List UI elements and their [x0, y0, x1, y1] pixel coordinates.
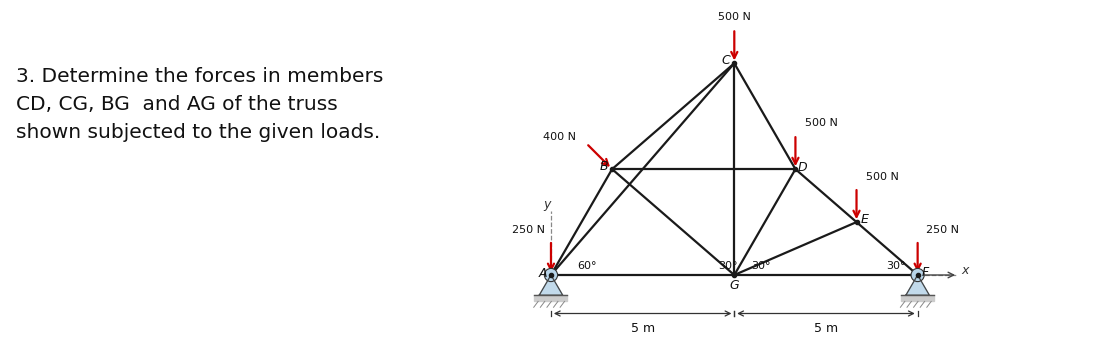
- Text: 30°: 30°: [718, 261, 737, 271]
- Text: 500 N: 500 N: [805, 118, 838, 128]
- Text: 500 N: 500 N: [866, 172, 899, 182]
- Text: 30°: 30°: [751, 261, 770, 271]
- Text: A: A: [539, 267, 547, 280]
- Polygon shape: [539, 275, 562, 295]
- Circle shape: [911, 268, 925, 282]
- Text: y: y: [543, 197, 550, 210]
- Text: 250 N: 250 N: [512, 225, 544, 235]
- Text: 400 N: 400 N: [543, 132, 577, 142]
- Text: x: x: [961, 264, 969, 277]
- Text: E: E: [861, 213, 869, 226]
- Text: 5 m: 5 m: [814, 322, 838, 335]
- Text: B: B: [599, 160, 608, 173]
- Polygon shape: [534, 295, 568, 301]
- Text: 500 N: 500 N: [718, 13, 751, 23]
- Text: F: F: [921, 266, 929, 279]
- Text: C: C: [722, 54, 730, 67]
- Polygon shape: [906, 275, 929, 295]
- Text: 60°: 60°: [577, 261, 597, 271]
- Text: 30°: 30°: [887, 261, 906, 271]
- Text: 250 N: 250 N: [926, 225, 959, 235]
- Text: D: D: [797, 161, 807, 174]
- Text: 3. Determine the forces in members
CD, CG, BG  and AG of the truss
shown subject: 3. Determine the forces in members CD, C…: [16, 67, 383, 142]
- Polygon shape: [901, 295, 935, 301]
- Circle shape: [544, 268, 558, 282]
- Text: 5 m: 5 m: [631, 322, 655, 335]
- Text: G: G: [729, 279, 739, 292]
